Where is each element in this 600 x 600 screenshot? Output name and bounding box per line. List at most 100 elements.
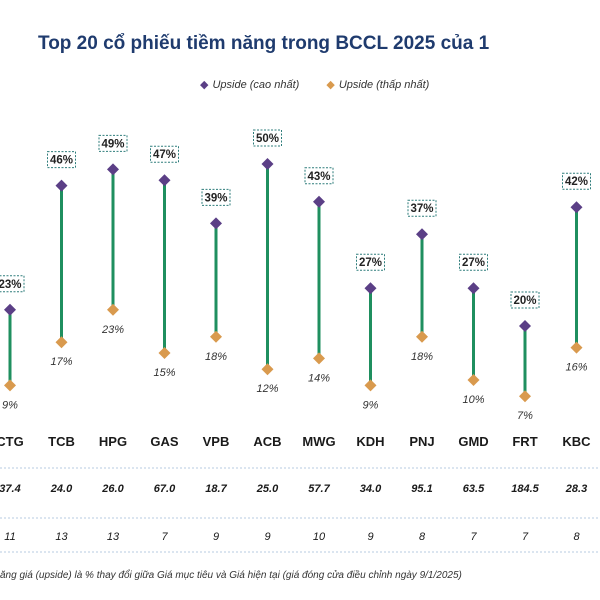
footnote: ăng giá (upside) là % thay đổi giữa Giá … — [0, 570, 462, 581]
row2-value-kbc: 8 — [573, 531, 580, 543]
low-label-vpb: 18% — [205, 351, 227, 363]
row1-value-tcb: 24.0 — [50, 483, 73, 495]
legend-label-low: Upside (thấp nhất) — [338, 79, 430, 91]
high-label-gmd: 27% — [462, 257, 485, 269]
low-label-acb: 12% — [256, 383, 278, 395]
row1-value-gas: 67.0 — [154, 483, 176, 495]
row1-value-mwg: 57.7 — [308, 483, 330, 495]
row1-value-ctg: 37.4 — [0, 483, 21, 495]
low-marker-kbc — [570, 341, 583, 354]
row1-value-gmd: 63.5 — [463, 483, 485, 495]
high-marker-vpb — [210, 217, 222, 230]
low-label-ctg: 9% — [2, 399, 18, 411]
high-label-box-vpb — [201, 188, 231, 206]
high-marker-kdh — [364, 282, 377, 295]
high-marker-gas — [158, 174, 171, 187]
high-label-mwg: 43% — [307, 171, 330, 183]
category-label-kbc: KBC — [562, 434, 591, 449]
category-label-ctg: CTG — [0, 434, 24, 449]
row1-value-vpb: 18.7 — [205, 483, 227, 495]
low-marker-gmd — [467, 374, 480, 386]
row2-value-pnj: 8 — [419, 531, 426, 543]
row2-value-acb: 9 — [264, 531, 270, 543]
high-label-box-gas — [150, 145, 179, 163]
high-label-pnj: 37% — [410, 203, 433, 215]
low-marker-mwg — [313, 352, 325, 365]
row2-value-tcb: 13 — [55, 531, 68, 543]
row1-value-pnj: 95.1 — [411, 483, 432, 495]
high-marker-tcb — [55, 179, 68, 192]
legend-diamond-icon-high: ◆ — [200, 79, 209, 91]
low-marker-gas — [158, 347, 171, 359]
row1-value-kdh: 34.0 — [360, 483, 382, 495]
category-label-pnj: PNJ — [409, 434, 434, 449]
high-label-box-hpg — [98, 134, 128, 152]
chart-title: Top 20 cổ phiếu tiềm năng trong BCCL 202… — [38, 33, 490, 54]
row2-value-ctg: 11 — [4, 531, 15, 543]
chart-legend: ◆ Upside (cao nhất) ◆ Upside (thấp nhất) — [200, 78, 453, 91]
low-marker-pnj — [416, 330, 428, 343]
high-label-box-frt — [510, 291, 540, 309]
high-label-kdh: 27% — [359, 257, 382, 269]
high-label-frt: 20% — [513, 295, 536, 307]
low-marker-tcb — [55, 336, 68, 349]
category-label-frt: FRT — [512, 434, 537, 449]
legend-diamond-icon-low: ◆ — [326, 79, 335, 91]
category-label-mwg: MWG — [302, 434, 335, 449]
low-marker-hpg — [107, 303, 119, 316]
row2-value-frt: 7 — [522, 531, 529, 543]
row2-value-hpg: 13 — [107, 531, 120, 543]
row2-value-gmd: 7 — [470, 531, 477, 543]
category-label-gmd: GMD — [458, 434, 488, 449]
row2-value-gas: 7 — [161, 531, 168, 543]
category-label-gas: GAS — [150, 434, 179, 449]
row2-value-vpb: 9 — [213, 531, 219, 543]
high-marker-ctg — [4, 303, 16, 316]
high-marker-frt — [519, 320, 531, 332]
low-label-gmd: 10% — [462, 394, 484, 406]
high-label-tcb: 46% — [50, 155, 73, 167]
row1-value-hpg: 26.0 — [101, 483, 124, 495]
low-marker-vpb — [210, 330, 222, 343]
high-label-ctg: 23% — [0, 279, 22, 291]
low-marker-acb — [261, 363, 274, 376]
high-label-kbc: 42% — [565, 176, 588, 188]
low-label-mwg: 14% — [308, 372, 330, 384]
low-label-gas: 15% — [153, 367, 175, 379]
legend-label-high: Upside (cao nhất) — [212, 79, 300, 91]
low-label-tcb: 17% — [50, 356, 72, 368]
high-label-hpg: 49% — [101, 138, 124, 150]
high-label-box-acb — [253, 129, 282, 147]
high-marker-kbc — [570, 201, 583, 214]
high-marker-gmd — [467, 282, 480, 295]
high-label-box-pnj — [407, 199, 437, 217]
high-label-box-tcb — [47, 151, 76, 169]
low-label-frt: 7% — [517, 410, 533, 422]
high-label-box-mwg — [304, 167, 334, 185]
high-marker-pnj — [416, 228, 428, 241]
high-label-box-kbc — [562, 172, 591, 190]
low-label-kbc: 16% — [565, 362, 587, 374]
row1-value-acb: 25.0 — [256, 483, 279, 495]
high-label-vpb: 39% — [204, 192, 227, 204]
low-label-pnj: 18% — [411, 351, 433, 363]
high-label-gas: 47% — [153, 149, 176, 161]
high-label-acb: 50% — [256, 133, 279, 145]
high-label-box-ctg — [0, 275, 25, 293]
row1-value-frt: 184.5 — [511, 483, 539, 495]
legend-item-high: ◆ Upside (cao nhất) — [200, 78, 299, 91]
low-marker-ctg — [4, 379, 16, 392]
low-marker-kdh — [364, 379, 377, 392]
high-marker-mwg — [313, 195, 325, 208]
legend-item-low: ◆ Upside (thấp nhất) — [326, 78, 429, 91]
category-label-acb: ACB — [253, 434, 281, 449]
category-label-kdh: KDH — [356, 434, 384, 449]
low-label-hpg: 23% — [101, 324, 124, 336]
category-label-hpg: HPG — [99, 434, 127, 449]
low-marker-frt — [519, 390, 531, 403]
high-marker-acb — [261, 158, 274, 170]
row1-value-kbc: 28.3 — [565, 483, 587, 495]
category-label-vpb: VPB — [203, 434, 230, 449]
high-label-box-gmd — [459, 253, 488, 271]
